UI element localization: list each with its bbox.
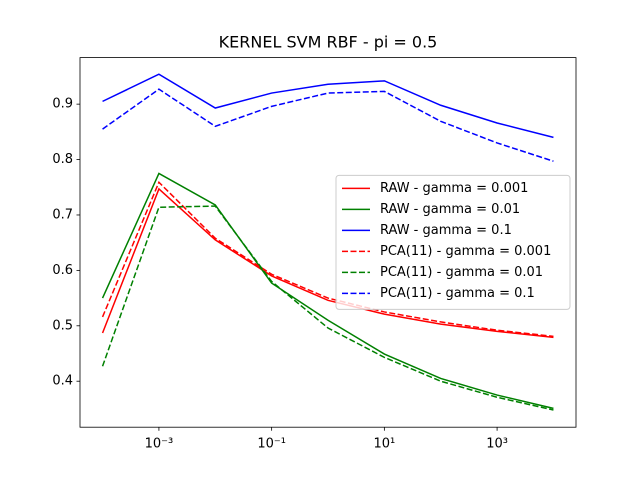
x-tick-label: 10⁻³ <box>145 437 174 452</box>
y-tick-label: 0.6 <box>52 263 73 278</box>
legend-label: PCA(11) - gamma = 0.001 <box>380 244 551 259</box>
x-tick-label: 10⁻¹ <box>257 437 286 452</box>
x-tick-label: 10³ <box>486 437 508 452</box>
series-line <box>102 73 554 139</box>
y-tick-label: 0.5 <box>52 318 73 333</box>
series-line <box>101 205 554 411</box>
x-tick-label: 10¹ <box>373 437 395 452</box>
y-tick-label: 0.8 <box>52 152 73 167</box>
y-tick-label: 0.4 <box>52 374 73 389</box>
plot-frame <box>79 57 577 428</box>
legend-box <box>335 174 571 310</box>
series-line <box>101 172 554 410</box>
legend-label: RAW - gamma = 0.001 <box>380 181 528 196</box>
legend-label: PCA(11) - gamma = 0.01 <box>380 265 543 280</box>
legend-label: RAW - gamma = 0.1 <box>380 223 512 238</box>
series-line <box>101 187 554 339</box>
chart-title: KERNEL SVM RBF - pi = 0.5 <box>219 33 438 52</box>
y-tick-label: 0.9 <box>52 97 73 112</box>
legend-label: RAW - gamma = 0.01 <box>380 202 520 217</box>
series-line <box>101 180 554 338</box>
legend-label: PCA(11) - gamma = 0.1 <box>380 286 535 301</box>
y-tick-label: 0.7 <box>52 207 73 222</box>
